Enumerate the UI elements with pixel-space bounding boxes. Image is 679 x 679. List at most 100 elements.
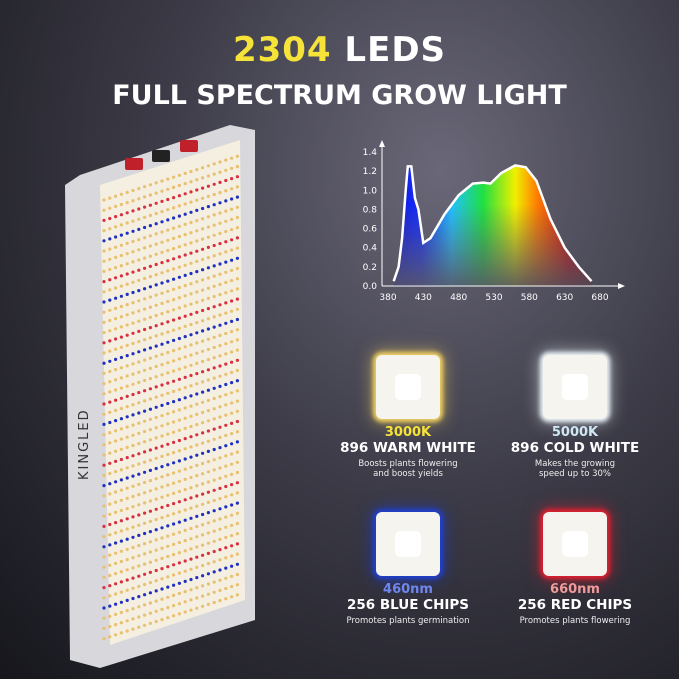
led-chip (148, 458, 152, 462)
led-chip (235, 542, 239, 546)
led-chip (114, 531, 118, 535)
led-chip (102, 341, 106, 345)
led-chip (206, 551, 210, 556)
led-chip (131, 596, 135, 601)
led-chip (119, 417, 123, 421)
led-chip (183, 304, 187, 308)
led-chip (114, 296, 118, 300)
led-chip (137, 533, 141, 538)
led-chip (143, 266, 147, 270)
led-chip (125, 588, 129, 592)
led-chip (201, 196, 205, 200)
led-chip (154, 558, 158, 562)
led-chip (206, 276, 210, 280)
led-chip (201, 227, 205, 231)
led-chip (125, 578, 129, 582)
led-chip (189, 363, 193, 367)
led-chip (230, 432, 234, 436)
led-chip (183, 406, 187, 410)
led-chip (172, 532, 176, 536)
led-chip (189, 282, 193, 286)
led-chip (195, 280, 199, 284)
led-chip (119, 304, 123, 309)
led-chip (224, 301, 228, 305)
led-chip (102, 524, 106, 529)
led-chip (119, 610, 123, 615)
led-chip (206, 296, 210, 300)
led-chip (224, 495, 228, 499)
led-chip (189, 475, 193, 480)
led-chip (137, 350, 141, 354)
led-chip (172, 481, 176, 485)
led-chip (172, 420, 176, 424)
led-chip (160, 577, 164, 581)
led-chip (206, 439, 210, 443)
led-chip (137, 421, 141, 425)
led-chip (235, 368, 239, 373)
led-chip (189, 261, 193, 265)
led-chip (212, 529, 216, 533)
led-chip (195, 463, 199, 467)
card-description: Promotes plants germination (346, 616, 470, 626)
led-chip (148, 326, 152, 330)
led-chip (131, 250, 135, 254)
led-chip (131, 535, 135, 539)
led-chip (212, 223, 216, 227)
led-chip (183, 171, 187, 175)
led-chip (131, 494, 135, 499)
led-chip (224, 240, 228, 244)
led-chip (154, 589, 158, 593)
led-chip (212, 488, 216, 492)
led-chip (119, 631, 123, 635)
led-chip (201, 574, 205, 578)
led-chip (212, 468, 216, 472)
led-chip (172, 328, 176, 332)
led-chip (206, 398, 210, 402)
led-chip (177, 479, 181, 483)
led-chip (137, 329, 141, 333)
led-chip (230, 544, 234, 548)
led-chip (195, 259, 199, 263)
led-chip (172, 542, 176, 547)
led-chip (201, 410, 205, 415)
led-chip (114, 623, 118, 627)
led-chip (160, 301, 164, 305)
led-chip (206, 388, 210, 392)
led-chip (201, 206, 205, 211)
led-chip (212, 305, 216, 309)
led-chip (224, 291, 228, 295)
led-chip (125, 486, 129, 490)
led-chip (119, 406, 123, 411)
led-chip (195, 198, 199, 202)
led-chip (154, 375, 158, 379)
led-chip (137, 238, 141, 242)
led-chip (166, 493, 170, 497)
led-chip (137, 319, 141, 323)
led-chip (183, 202, 187, 206)
led-chip (160, 424, 164, 428)
led-chip (177, 530, 181, 534)
led-chip (189, 271, 193, 276)
led-chip (125, 384, 129, 388)
led-chip (143, 236, 147, 240)
led-chip (201, 319, 205, 323)
led-chip (172, 471, 176, 475)
led-chip (108, 206, 112, 210)
led-chip (108, 380, 112, 384)
led-chip (119, 437, 123, 441)
led-chip (114, 572, 118, 576)
led-chip-icon (543, 512, 607, 576)
led-chip (114, 449, 118, 453)
led-chip (218, 527, 222, 531)
led-chip (166, 197, 170, 202)
x-tick-label: 680 (591, 293, 608, 303)
led-chip (102, 484, 106, 488)
led-chip (131, 382, 135, 386)
led-chip (154, 201, 158, 205)
led-chip (212, 509, 216, 513)
led-chip (195, 596, 199, 600)
led-chip (160, 332, 164, 336)
led-chip (108, 216, 112, 221)
led-chip (114, 408, 118, 412)
led-chip (201, 288, 205, 292)
